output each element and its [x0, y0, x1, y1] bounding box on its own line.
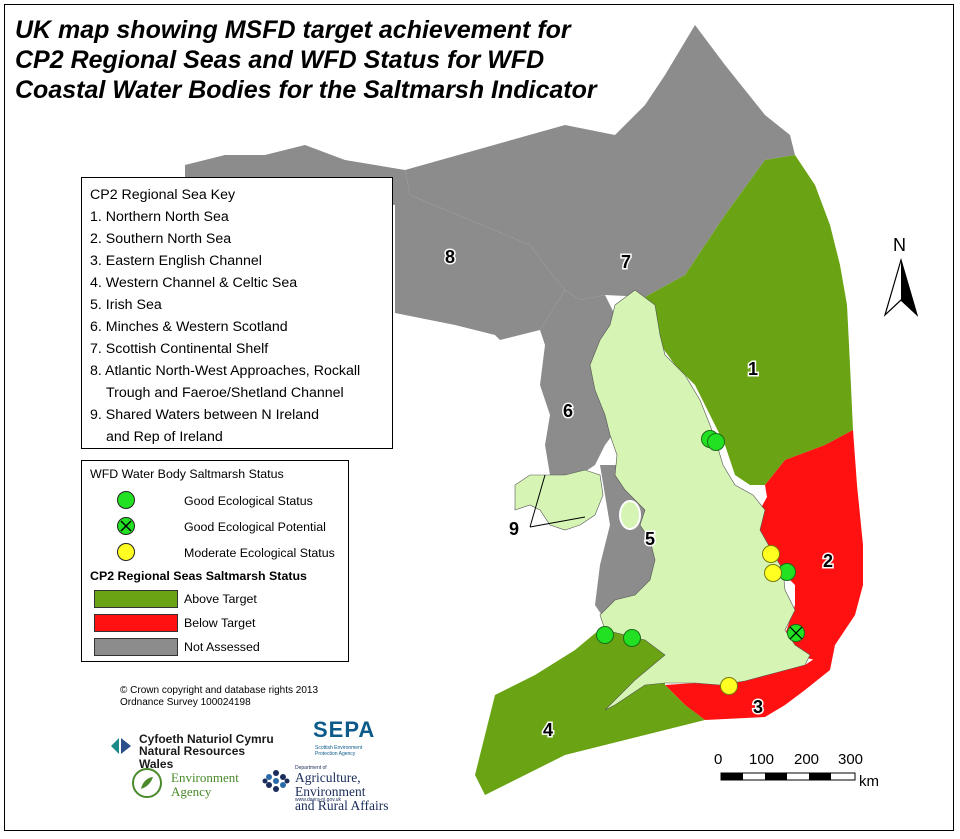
scale-bar: [720, 772, 856, 781]
marker-moderate: [720, 677, 738, 695]
seas-legend-heading: CP2 Regional Seas Saltmarsh Status: [90, 569, 307, 583]
map-title: UK map showing MSFD target achievement f…: [15, 15, 675, 105]
sea-label-5: 5: [645, 529, 655, 549]
isle-of-man: [619, 500, 641, 530]
sepa-logo: SEPA Scottish Environment Protection Age…: [311, 717, 395, 761]
scale-tick-100: 100: [749, 751, 775, 768]
sea-region-2: [757, 430, 863, 660]
sea-label-1: 1: [748, 359, 758, 379]
title-line-2: CP2 Regional Seas and WFD Status for WFD: [15, 46, 545, 74]
ea-logo-line-2: Agency: [171, 784, 212, 799]
sea-key-item: 1. Northern North Sea: [90, 209, 229, 225]
nrw-logo-icon: [111, 738, 131, 754]
marker-moderate: [764, 564, 782, 582]
sea-key-item: 6. Minches & Western Scotland: [90, 319, 288, 335]
nrw-logo-line-2: Natural Resources Wales: [139, 744, 246, 771]
credit-line-2: Ordnance Survey 100024198: [120, 697, 251, 708]
below-target-swatch: [94, 614, 178, 632]
sea-key-heading: CP2 Regional Sea Key: [90, 187, 236, 203]
marker-moderate: [762, 545, 780, 563]
legend-label-above: Above Target: [184, 592, 257, 606]
north-label: N: [893, 235, 906, 255]
map-frame: 1 2 3 4 5 6 7 8 9 UK map showing MSFD ta…: [4, 4, 954, 831]
scale-labels: 0 100 200 300 km: [705, 751, 905, 790]
daera-logo: Department of Agriculture, Environment a…: [261, 763, 431, 813]
sepa-logo-name: SEPA: [313, 717, 376, 742]
region-9-leader-2: [529, 474, 546, 528]
sea-key-item: 7. Scottish Continental Shelf: [90, 341, 269, 357]
daera-logo-line-2: and Rural Affairs: [295, 798, 389, 813]
marker-good: [623, 629, 641, 647]
sea-label-4: 4: [543, 720, 553, 740]
daera-emblem-icon: [262, 770, 290, 792]
marker-good: [707, 433, 725, 451]
marker-good-potential: [787, 624, 805, 642]
copyright-credit: © Crown copyright and database rights 20…: [120, 685, 318, 709]
sea-key-item: 5. Irish Sea: [90, 297, 162, 313]
legend-label-moderate: Moderate Ecological Status: [184, 546, 335, 560]
sea-region-6: [540, 290, 620, 485]
legend-label-not-assessed: Not Assessed: [184, 640, 260, 654]
environment-agency-emblem-icon: [132, 768, 162, 798]
sea-label-3: 3: [753, 697, 763, 717]
legend-label-good-potential: Good Ecological Potential: [184, 520, 326, 534]
sea-region-3: [665, 645, 835, 720]
regional-sea-key: CP2 Regional Sea Key 1. Northern North S…: [81, 177, 393, 449]
sea-label-9: 9: [509, 519, 519, 539]
daera-logo-url: www.daera-ni.gov.uk: [295, 797, 342, 803]
legend-label-below: Below Target: [184, 616, 256, 630]
daera-logo-pre: Department of: [295, 765, 327, 771]
sea-region-1: [645, 155, 853, 485]
nrw-logo: Cyfoeth Naturiol Cymru Natural Resources…: [109, 732, 279, 771]
sea-label-8: 8: [445, 247, 455, 267]
above-target-swatch: [94, 590, 178, 608]
sea-region-8: [185, 145, 565, 340]
sea-key-item: 4. Western Channel & Celtic Sea: [90, 275, 298, 291]
sea-key-item: Trough and Faeroe/Shetland Channel: [106, 385, 344, 401]
good-potential-swatch-icon: [117, 517, 135, 535]
uk-map: 1 2 3 4 5 6 7 8 9: [185, 25, 919, 795]
ea-logo-line-1: Environment: [171, 770, 239, 785]
nrw-logo-line-1: Cyfoeth Naturiol Cymru: [139, 732, 274, 746]
sea-label-2: 2: [823, 551, 833, 571]
sepa-logo-sub: Scottish Environment Protection Agency: [315, 745, 363, 757]
north-arrow-icon: [883, 257, 919, 317]
sea-key-item: and Rep of Ireland: [106, 429, 223, 445]
scale-tick-200: 200: [794, 751, 820, 768]
sea-label-7: 7: [621, 252, 631, 272]
title-line-1: UK map showing MSFD target achievement f…: [15, 16, 571, 44]
sea-region-4: [475, 615, 705, 795]
sea-key-item: 2. Southern North Sea: [90, 231, 232, 247]
marker-good: [596, 626, 614, 644]
daera-logo-line-1: Agriculture, Environment: [295, 770, 366, 799]
scale-unit: km: [859, 773, 879, 790]
region-9-leader: [529, 516, 586, 528]
moderate-status-swatch-icon: [117, 543, 135, 561]
credit-line-1: © Crown copyright and database rights 20…: [120, 685, 319, 696]
status-legend: WFD Water Body Saltmarsh Status Good Eco…: [81, 460, 349, 662]
northern-ireland-land: [514, 469, 604, 531]
legend-label-good: Good Ecological Status: [184, 494, 313, 508]
great-britain-land: [589, 289, 811, 711]
wfd-legend-heading: WFD Water Body Saltmarsh Status: [90, 467, 284, 481]
daera-logo-text: Agriculture, Environment and Rural Affai…: [295, 771, 431, 813]
sea-label-6: 6: [563, 401, 573, 421]
sea-key-item: 3. Eastern English Channel: [90, 253, 262, 269]
scale-tick-0: 0: [714, 751, 723, 768]
scale-tick-300: 300: [838, 751, 864, 768]
sea-region-7: [405, 25, 795, 300]
environment-agency-logo: Environment Agency: [131, 767, 241, 801]
good-status-swatch-icon: [117, 491, 135, 509]
title-line-3: Coastal Water Bodies for the Saltmarsh I…: [15, 76, 597, 104]
not-assessed-swatch: [94, 638, 178, 656]
sea-key-item: 8. Atlantic North-West Approaches, Rocka…: [90, 363, 361, 379]
status-markers: [596, 430, 805, 695]
sea-key-item: 9. Shared Waters between N Ireland: [90, 407, 319, 423]
ea-logo-text: Environment Agency: [171, 771, 239, 799]
